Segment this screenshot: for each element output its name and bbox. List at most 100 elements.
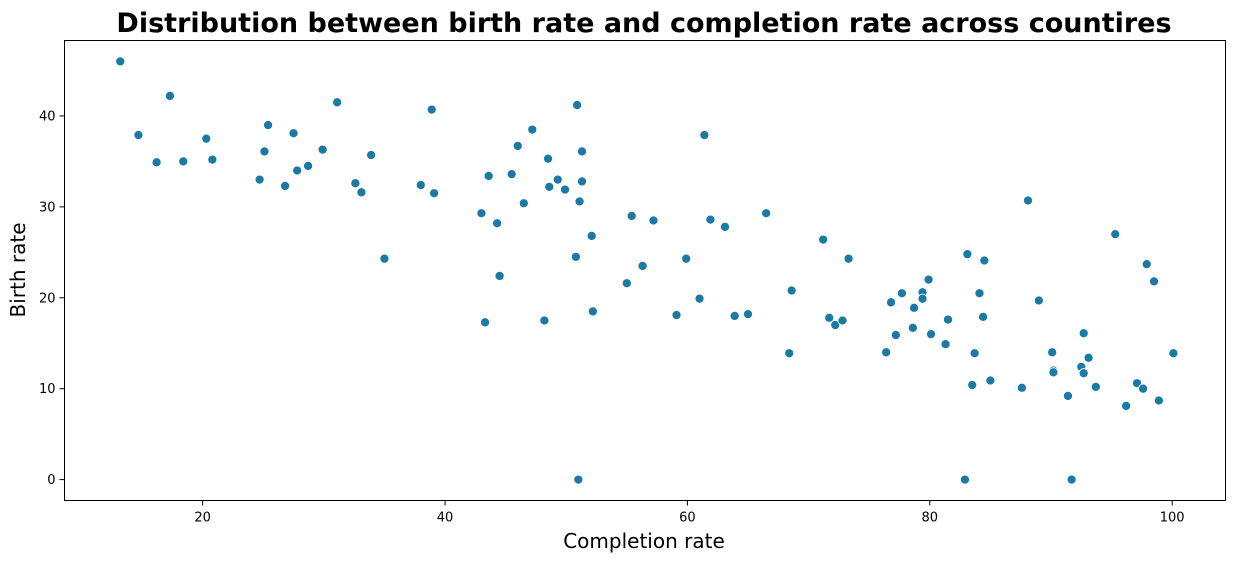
- data-point: [332, 97, 343, 108]
- data-point: [1078, 328, 1089, 339]
- data-point: [885, 297, 897, 308]
- data-point: [178, 156, 189, 167]
- x-tick-label: 40: [437, 511, 454, 526]
- data-point: [830, 319, 841, 331]
- data-point: [761, 208, 772, 219]
- data-point: [292, 165, 303, 176]
- data-point: [974, 288, 985, 299]
- data-point: [1153, 395, 1164, 406]
- data-point: [1078, 368, 1089, 379]
- data-point: [648, 215, 659, 226]
- data-point: [1083, 352, 1094, 363]
- data-point: [426, 104, 437, 115]
- data-point: [587, 306, 598, 317]
- data-point: [699, 129, 710, 141]
- data-point: [1168, 348, 1179, 359]
- data-point: [786, 285, 797, 296]
- data-point: [570, 251, 581, 262]
- data-point: [207, 154, 218, 165]
- data-point: [881, 347, 892, 358]
- x-tick-label: 20: [194, 511, 211, 526]
- y-tick-label: 30: [39, 200, 56, 215]
- data-point: [151, 157, 162, 168]
- data-point: [967, 379, 978, 391]
- data-point: [890, 329, 901, 341]
- data-point: [705, 214, 716, 225]
- data-point: [1138, 383, 1149, 394]
- data-point: [978, 311, 989, 322]
- data-point: [908, 302, 920, 313]
- x-tick-label: 80: [922, 511, 939, 526]
- data-point: [494, 270, 505, 282]
- data-point: [133, 129, 144, 141]
- data-point: [512, 140, 523, 152]
- data-point: [379, 253, 390, 264]
- data-point: [637, 260, 648, 272]
- data-point: [923, 274, 934, 285]
- data-point: [1062, 390, 1074, 402]
- data-point: [1047, 347, 1058, 358]
- data-point: [1066, 474, 1077, 485]
- data-point: [896, 288, 907, 299]
- data-point: [979, 255, 990, 266]
- data-point: [350, 178, 361, 189]
- data-point: [1141, 259, 1152, 270]
- data-point: [492, 218, 503, 229]
- data-point: [115, 56, 126, 67]
- data-point: [1016, 382, 1027, 393]
- data-point: [942, 314, 954, 325]
- data-point: [1110, 229, 1121, 240]
- data-point: [259, 146, 270, 157]
- data-point: [476, 208, 487, 219]
- x-tick-label: 100: [1160, 511, 1185, 526]
- data-point: [164, 90, 175, 102]
- data-point: [925, 329, 937, 340]
- data-point: [1048, 367, 1059, 378]
- data-point: [263, 119, 274, 131]
- data-point: [586, 230, 597, 242]
- x-axis-label: Completion rate: [563, 529, 725, 553]
- data-points: [115, 56, 1179, 485]
- data-point: [969, 348, 980, 359]
- data-point: [303, 160, 314, 172]
- data-point: [366, 149, 377, 161]
- data-point: [254, 174, 265, 185]
- data-point: [837, 315, 848, 326]
- data-point: [694, 293, 705, 304]
- data-point: [1090, 381, 1101, 392]
- data-point: [415, 179, 426, 191]
- data-point: [626, 210, 637, 222]
- data-point: [1033, 295, 1044, 306]
- data-point: [621, 278, 632, 289]
- data-point: [506, 169, 517, 180]
- data-point: [527, 124, 538, 135]
- data-point: [818, 234, 829, 245]
- chart-title: Distribution between birth rate and comp…: [116, 8, 1171, 39]
- data-point: [742, 309, 754, 320]
- data-point: [917, 293, 928, 304]
- data-point: [959, 474, 970, 485]
- data-point: [1022, 195, 1034, 206]
- data-point: [280, 180, 291, 192]
- data-point: [552, 174, 563, 185]
- data-point: [574, 196, 585, 207]
- y-tick-label: 0: [47, 473, 55, 488]
- data-point: [539, 315, 550, 326]
- data-point: [1121, 400, 1132, 412]
- data-point: [940, 339, 951, 350]
- data-point: [479, 317, 491, 328]
- data-point: [719, 221, 731, 232]
- data-point: [962, 249, 973, 260]
- y-tick-label: 20: [39, 291, 56, 306]
- data-point: [201, 133, 212, 144]
- data-point: [559, 184, 571, 195]
- data-point: [317, 144, 328, 155]
- data-point: [907, 322, 918, 333]
- y-tick-label: 10: [39, 382, 56, 397]
- data-point: [729, 310, 740, 322]
- data-point: [429, 188, 440, 199]
- data-point: [843, 253, 854, 264]
- y-tick-label: 40: [39, 109, 56, 124]
- data-point: [572, 99, 583, 111]
